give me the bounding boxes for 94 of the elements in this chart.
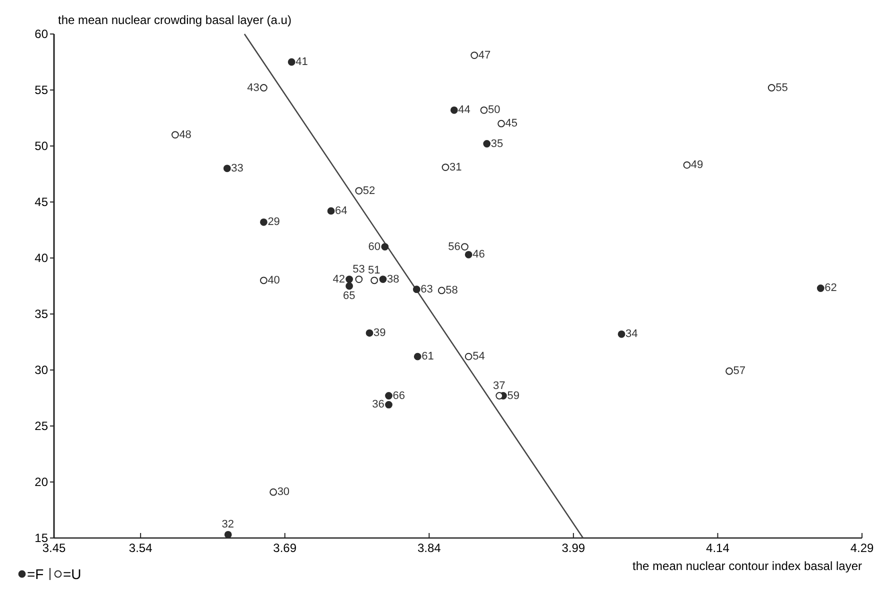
point	[470, 52, 478, 59]
annotation: 53	[352, 263, 365, 276]
point	[464, 352, 472, 360]
annotation: 61	[422, 350, 434, 363]
annotation: 44	[458, 104, 470, 116]
annotation: 52	[362, 184, 376, 197]
y-tick-label: 25	[34, 419, 48, 433]
point	[498, 120, 505, 128]
annotation: 46	[472, 248, 485, 261]
point	[461, 243, 468, 250]
point	[412, 286, 420, 294]
x-tick-label: 3.69	[273, 541, 297, 555]
point	[414, 352, 422, 360]
annotation: 57	[733, 365, 746, 378]
annotation: 39	[374, 327, 386, 340]
x-tick-label: 3.84	[417, 541, 442, 555]
annotation: 47	[478, 49, 491, 62]
point	[379, 276, 387, 283]
annotation: 56	[448, 240, 460, 253]
point	[438, 286, 446, 294]
y-tick-label: 20	[34, 475, 48, 489]
annotation: 33	[231, 162, 244, 174]
point	[726, 367, 733, 375]
annotation: 65	[343, 290, 356, 302]
legend-label: =F	[27, 566, 44, 582]
x-tick-label: 3.54	[128, 541, 153, 555]
point	[370, 276, 378, 284]
annotation: 59	[507, 390, 520, 402]
point	[480, 106, 488, 114]
point	[270, 488, 278, 496]
point	[346, 282, 354, 290]
x-tick-label: 3.99	[562, 541, 586, 555]
point	[260, 218, 268, 226]
point	[618, 330, 626, 338]
x-tick-label: 4.14	[706, 541, 730, 555]
annotation: 60	[368, 240, 381, 253]
annotation: 45	[505, 118, 518, 130]
annotation: 29	[268, 216, 280, 228]
annotation: 38	[386, 273, 400, 286]
y-tick-label: 35	[34, 307, 48, 321]
annotation: 43	[247, 82, 260, 94]
annotation: 34	[626, 328, 638, 340]
point	[346, 276, 354, 283]
point	[816, 284, 824, 292]
annotation: 49	[690, 159, 704, 172]
annotation: 58	[446, 284, 458, 296]
annotation: 66	[392, 390, 405, 402]
point	[483, 140, 491, 148]
annotation: 40	[268, 274, 280, 286]
point	[381, 243, 389, 250]
point	[223, 164, 231, 172]
point	[327, 207, 335, 215]
point	[768, 84, 776, 92]
y-tick-label: 30	[34, 363, 48, 377]
point	[450, 106, 458, 114]
annotation: 41	[296, 56, 308, 68]
point	[288, 58, 296, 66]
annotation: 30	[277, 486, 290, 498]
point	[224, 530, 232, 538]
annotation: 37	[493, 380, 506, 392]
x-tick-label: 4.29	[850, 541, 874, 555]
annotation: 54	[472, 350, 485, 363]
point	[366, 329, 374, 337]
point	[260, 84, 268, 92]
annotation: 50	[488, 104, 500, 116]
point	[355, 276, 363, 283]
annotation: 36	[372, 398, 384, 411]
point	[683, 161, 691, 169]
annotation: 35	[490, 138, 504, 150]
annotation: 51	[368, 264, 380, 276]
point	[385, 401, 392, 408]
x-axis-title: the mean nuclear contour index basal layer	[632, 559, 862, 573]
annotation: 32	[222, 518, 234, 531]
annotation: 64	[335, 204, 348, 217]
point	[496, 392, 504, 400]
annotation: 63	[420, 283, 433, 296]
point	[355, 187, 363, 194]
y-tick-label: 55	[34, 83, 48, 97]
annotation: 42	[332, 273, 345, 286]
legend-label: =U	[63, 566, 82, 582]
y-tick-label: 45	[34, 195, 48, 209]
point	[260, 276, 268, 284]
annotation: 48	[179, 128, 192, 141]
annotation: 31	[449, 161, 462, 174]
annotation: 62	[824, 282, 837, 294]
point	[172, 131, 179, 138]
annotation: 55	[776, 82, 788, 94]
point	[385, 392, 392, 400]
y-tick-label: 50	[34, 139, 48, 153]
y-tick-label: 40	[34, 251, 48, 265]
y-axis-title: the mean nuclear crowding basal layer (a.u)	[58, 13, 292, 27]
point	[464, 250, 472, 258]
point	[442, 164, 450, 171]
y-tick-label: 60	[34, 27, 48, 41]
